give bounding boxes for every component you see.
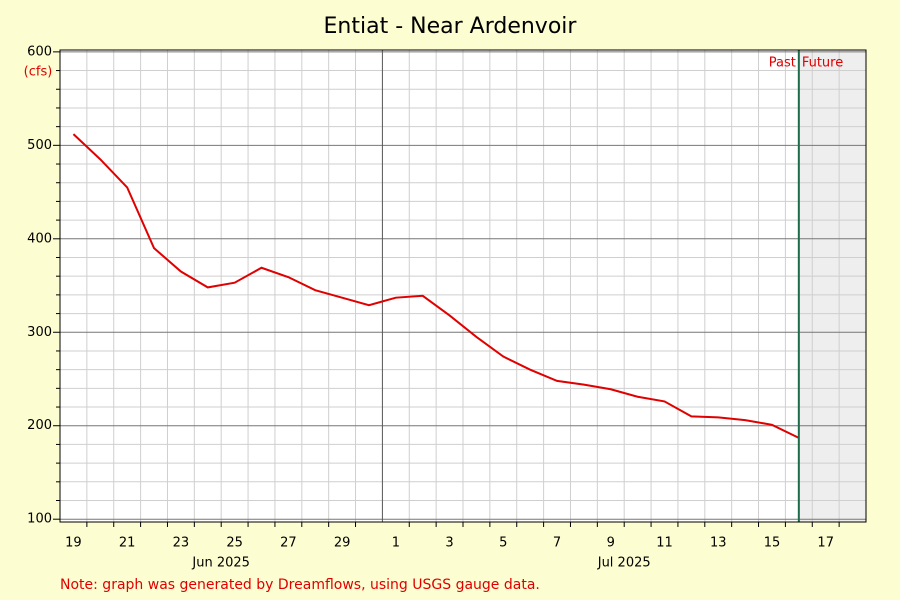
y-tick-label: 200 (27, 418, 52, 433)
x-tick-label: 13 (710, 536, 727, 551)
x-tick-label: 1 (392, 536, 400, 551)
x-tick-label: 25 (226, 536, 243, 551)
y-unit-label: (cfs) (24, 65, 53, 80)
x-tick-label: 5 (499, 536, 507, 551)
x-tick-label: 23 (173, 536, 190, 551)
future-region (798, 50, 866, 522)
x-tick-label: 15 (764, 536, 781, 551)
plot-frame (59, 49, 867, 523)
x-tick-label: 11 (656, 536, 673, 551)
chart-title: Entiat - Near Ardenvoir (324, 14, 578, 39)
month-label: Jul 2025 (597, 556, 651, 571)
x-tick-label: 29 (334, 536, 351, 551)
past-label: Past (769, 56, 796, 71)
x-tick-label: 3 (445, 536, 453, 551)
y-tick-label: 100 (27, 512, 52, 527)
month-label: Jun 2025 (191, 556, 250, 571)
x-tick-label: 27 (280, 536, 297, 551)
y-tick-label: 400 (27, 231, 52, 246)
x-tick-label: 9 (607, 536, 615, 551)
x-tick-label: 21 (119, 536, 136, 551)
note: Note: graph was generated by Dreamflows,… (60, 577, 540, 593)
flow-line (72, 133, 800, 439)
x-tick-label: 7 (553, 536, 561, 551)
y-tick-label: 600 (27, 44, 52, 59)
x-tick-label: 19 (65, 536, 82, 551)
future-label: Future (802, 56, 843, 71)
y-tick-label: 300 (27, 325, 52, 340)
y-tick-label: 500 (27, 138, 52, 153)
x-tick-label: 17 (817, 536, 834, 551)
